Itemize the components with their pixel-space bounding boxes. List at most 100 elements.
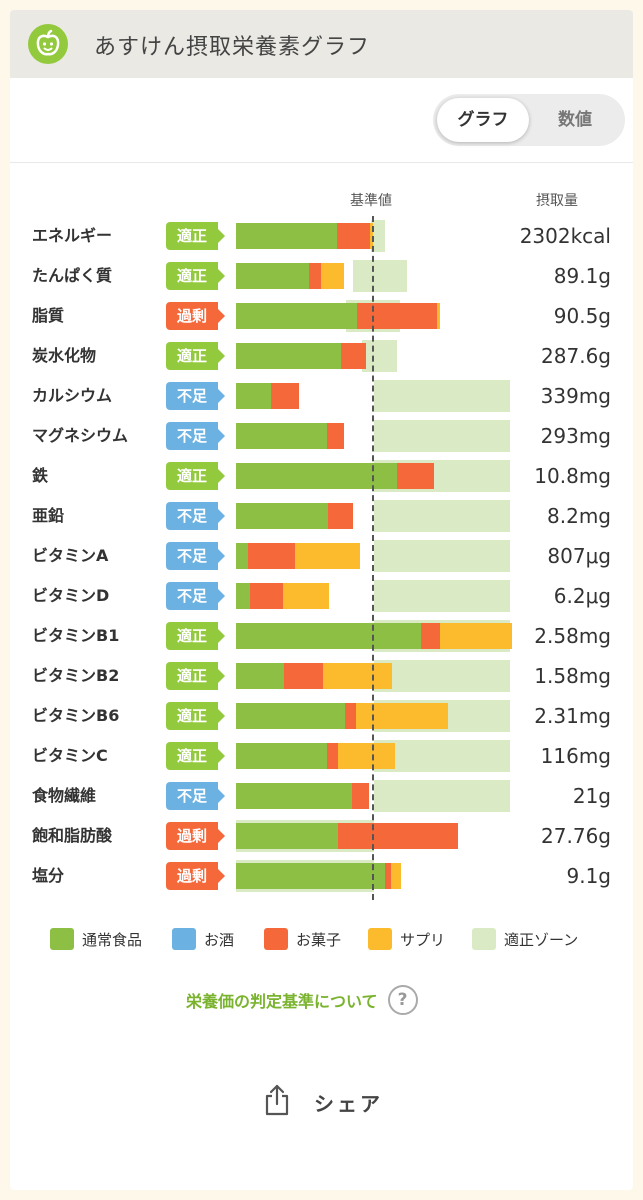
supplement-segment <box>437 303 440 329</box>
nutrient-row: ビタミンB2 適正 1.58mg <box>10 656 633 696</box>
status-badge: 適正 <box>166 262 225 290</box>
legend: 通常食品 お酒 お菓子 サプリ 適正ゾーン <box>50 924 610 954</box>
criteria-link-label[interactable]: 栄養価の判定基準について <box>186 992 378 1011</box>
apple-face-icon <box>28 24 68 64</box>
intake-bar <box>236 463 434 489</box>
nutrient-name: 塩分 <box>32 866 65 885</box>
nutrient-name: ビタミンB6 <box>32 706 120 725</box>
intake-bar <box>236 583 329 609</box>
alcohol-swatch <box>172 928 196 950</box>
numbers-view-tab[interactable]: 数値 <box>558 110 592 130</box>
zone-swatch <box>472 928 496 950</box>
intake-value: 2.58mg <box>534 624 611 648</box>
appropriate-zone <box>374 660 510 692</box>
food-segment <box>236 743 327 769</box>
intake-value: 2302kcal <box>519 224 611 248</box>
nutrient-row: ビタミンA 不足 807μg <box>10 536 633 576</box>
snack-segment <box>337 223 370 249</box>
nutrient-name: ビタミンB2 <box>32 666 120 685</box>
food-segment <box>236 583 250 609</box>
intake-value: 9.1g <box>566 864 611 888</box>
food-segment <box>236 823 338 849</box>
snack-segment <box>385 863 391 889</box>
status-badge: 適正 <box>166 462 225 490</box>
intake-bar <box>236 783 369 809</box>
intake-bar <box>236 303 440 329</box>
help-icon[interactable]: ? <box>387 985 418 1015</box>
nutrient-row: ビタミンB6 適正 2.31mg <box>10 696 633 736</box>
intake-value: 21g <box>572 784 611 808</box>
snack-segment <box>327 743 338 769</box>
supplement-segment <box>323 663 392 689</box>
appropriate-zone <box>361 340 398 372</box>
appropriate-zone <box>374 500 510 532</box>
nutrient-row: たんぱく質 適正 89.1g <box>10 256 633 296</box>
standard-line <box>372 216 374 900</box>
snack-segment <box>341 343 366 369</box>
nutrient-name: たんぱく質 <box>32 266 113 285</box>
snack-segment <box>327 423 344 449</box>
appropriate-zone <box>374 780 510 812</box>
appropriate-zone <box>374 540 510 572</box>
food-segment <box>236 663 284 689</box>
food-segment <box>236 423 327 449</box>
nutrient-row: 鉄 適正 10.8mg <box>10 456 633 496</box>
share-upload-icon <box>260 1083 294 1121</box>
nutrient-row: ビタミンB1 適正 2.58mg <box>10 616 633 656</box>
nutrient-row: エネルギー 適正 2302kcal <box>10 216 633 256</box>
nutrient-row: ビタミンC 適正 116mg <box>10 736 633 776</box>
app-header: あすけん摂取栄養素グラフ <box>10 10 633 78</box>
status-badge: 不足 <box>166 582 225 610</box>
food-segment <box>236 223 337 249</box>
nutrient-row: 亜鉛 不足 8.2mg <box>10 496 633 536</box>
supplement-segment <box>295 543 360 569</box>
snack-segment <box>338 823 458 849</box>
intake-value: 116mg <box>540 744 611 768</box>
status-badge: 過剰 <box>166 862 225 890</box>
food-segment <box>236 263 309 289</box>
intake-value: 8.2mg <box>547 504 611 528</box>
appropriate-zone <box>353 260 408 292</box>
status-badge: 過剰 <box>166 302 225 330</box>
intake-bar <box>236 343 366 369</box>
share-button[interactable]: シェア <box>260 1082 383 1122</box>
legend-item-alcohol: お酒 <box>172 924 234 954</box>
snack-segment <box>352 783 369 809</box>
snack-swatch <box>264 928 288 950</box>
status-badge: 適正 <box>166 222 225 250</box>
supplement-segment <box>440 623 512 649</box>
nutrient-row: 食物繊維 不足 21g <box>10 776 633 816</box>
legend-item-zone: 適正ゾーン <box>472 924 578 954</box>
share-label: シェア <box>314 1091 383 1116</box>
nutrient-name: 炭水化物 <box>32 346 97 365</box>
intake-bar <box>236 663 392 689</box>
graph-view-tab[interactable]: グラフ <box>437 98 529 142</box>
status-badge: 不足 <box>166 782 225 810</box>
intake-column-header: 摂取量 <box>536 193 578 209</box>
food-segment <box>236 303 357 329</box>
food-segment <box>236 503 328 529</box>
nutrient-name: ビタミンD <box>32 586 110 605</box>
intake-value: 2.31mg <box>534 704 611 728</box>
status-badge: 適正 <box>166 702 225 730</box>
supplement-segment <box>283 583 329 609</box>
intake-bar <box>236 423 344 449</box>
legend-item-snack: お菓子 <box>264 924 341 954</box>
food-segment <box>236 383 271 409</box>
status-badge: 過剰 <box>166 822 225 850</box>
nutrient-name: ビタミンC <box>32 746 108 765</box>
intake-value: 287.6g <box>541 344 611 368</box>
appropriate-zone <box>374 740 510 772</box>
legend-label: お酒 <box>204 930 235 949</box>
appropriate-zone <box>374 420 510 452</box>
intake-value: 10.8mg <box>534 464 611 488</box>
nutrient-row: マグネシウム 不足 293mg <box>10 416 633 456</box>
food-swatch <box>50 928 74 950</box>
supplement-segment <box>356 703 448 729</box>
appropriate-zone <box>371 220 386 252</box>
status-badge: 不足 <box>166 502 225 530</box>
snack-segment <box>271 383 299 409</box>
food-segment <box>236 863 385 889</box>
intake-value: 27.76g <box>541 824 611 848</box>
criteria-link[interactable]: 栄養価の判定基準について ? <box>186 984 418 1016</box>
